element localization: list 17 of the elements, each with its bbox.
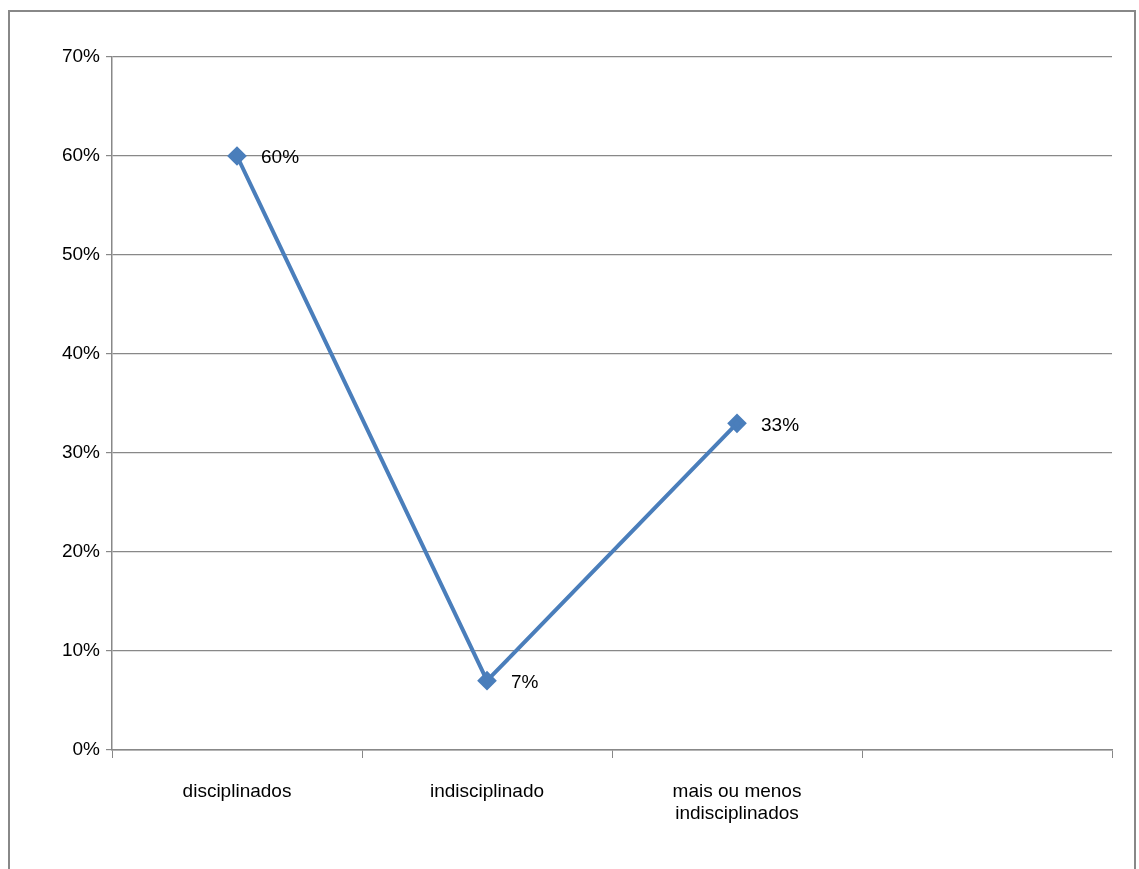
point	[228, 147, 246, 165]
y-tick-label: 30%	[61, 441, 101, 463]
y-tick-label: 10%	[61, 639, 101, 661]
x-tick-label: indisciplinado	[429, 779, 545, 801]
y-tick-label: 60%	[61, 144, 101, 166]
point	[478, 671, 496, 690]
y-tick-label: 70%	[61, 45, 101, 67]
y-tick-label: 0%	[72, 738, 101, 760]
data-label: 7%	[511, 670, 539, 692]
x-tick-label: disciplinados	[182, 779, 292, 801]
y-tick-label: 40%	[61, 342, 101, 364]
y-tick-label: 20%	[61, 540, 101, 562]
y-tick-label: 50%	[61, 243, 101, 265]
data-label: 60%	[261, 146, 300, 168]
x-tick-label: mais ou menos indisciplinados	[672, 779, 802, 824]
point	[728, 414, 746, 433]
data-label: 33%	[761, 413, 800, 435]
